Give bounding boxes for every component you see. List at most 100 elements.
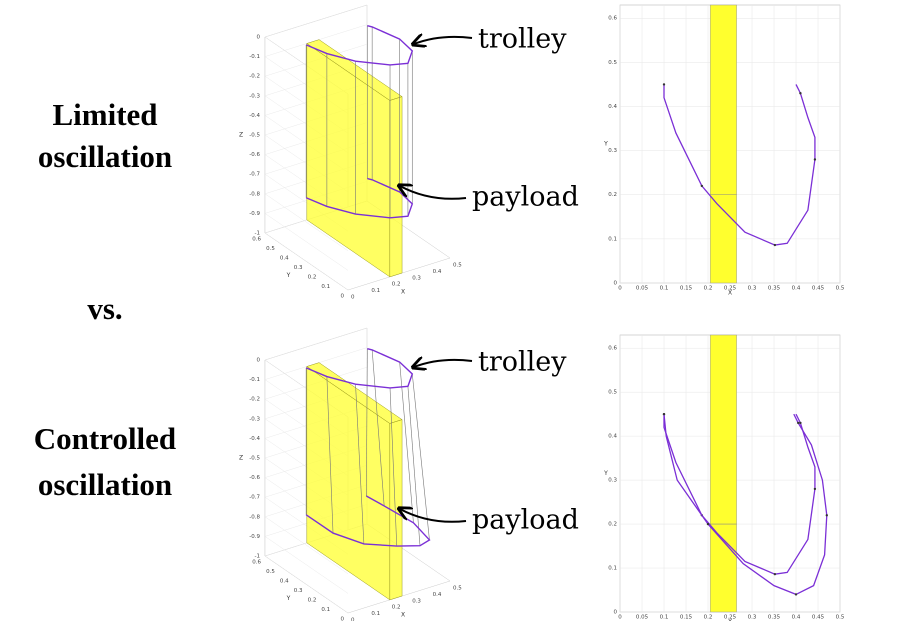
series-line bbox=[663, 413, 816, 575]
z-tick-label: -0.4 bbox=[249, 113, 260, 119]
obstacle-band bbox=[709, 334, 737, 613]
z-tick-label: -0.6 bbox=[249, 152, 260, 158]
point bbox=[706, 522, 710, 526]
annotation: payload bbox=[472, 505, 579, 536]
annotation: trolley bbox=[478, 347, 567, 378]
y-tick-label: 0.5 bbox=[266, 569, 275, 575]
x-axis-label: X bbox=[728, 290, 732, 297]
y-tick-label: 0.6 bbox=[252, 560, 261, 566]
cable bbox=[411, 373, 430, 540]
z-tick-label: -0.1 bbox=[249, 54, 260, 60]
row-label: Limited bbox=[52, 97, 157, 132]
annotation: trolley bbox=[478, 24, 567, 55]
y-tick-label: 0.1 bbox=[608, 236, 617, 242]
point bbox=[773, 572, 777, 576]
cable bbox=[407, 386, 421, 546]
z-tick-label: -0.9 bbox=[249, 534, 260, 540]
cable bbox=[371, 349, 385, 506]
x-tick-label: 0.15 bbox=[680, 615, 693, 621]
obstacle-band bbox=[709, 4, 737, 284]
x-tick-label: 0.25 bbox=[724, 615, 737, 621]
y-tick-label: 0.6 bbox=[608, 346, 617, 352]
y-tick-label: 0.1 bbox=[608, 566, 617, 572]
y-tick-label: 0 bbox=[341, 617, 345, 621]
series-line bbox=[305, 495, 431, 547]
y-axis-label: Y bbox=[286, 272, 291, 279]
y-tick-label: 0.5 bbox=[266, 246, 275, 252]
x-tick-label: 0.35 bbox=[768, 615, 781, 621]
x-tick-label: 0.2 bbox=[704, 286, 713, 292]
y-tick-label: 0.4 bbox=[280, 579, 289, 585]
point bbox=[813, 158, 817, 161]
z-tick-label: -0.9 bbox=[249, 211, 260, 217]
z-tick-label: -0.6 bbox=[249, 475, 260, 481]
x-tick-label: 0.3 bbox=[412, 275, 421, 281]
x-tick-label: 0.3 bbox=[748, 615, 757, 621]
z-tick-label: -0.2 bbox=[249, 397, 260, 403]
point bbox=[813, 487, 817, 491]
series-line bbox=[663, 84, 816, 246]
x-axis-label: X bbox=[401, 289, 405, 296]
point bbox=[662, 83, 666, 86]
x-tick-label: 0 bbox=[351, 618, 355, 621]
z-tick-label: -0.1 bbox=[249, 377, 260, 383]
x-tick-label: 0.15 bbox=[680, 286, 693, 292]
x-tick-label: 0.4 bbox=[792, 286, 801, 292]
y-tick-label: 0.3 bbox=[294, 265, 303, 271]
z-tick-label: -0.3 bbox=[249, 416, 260, 422]
x-tick-label: 0.1 bbox=[660, 286, 669, 292]
y-tick-label: 0.4 bbox=[608, 104, 617, 110]
y-axis-label: Y bbox=[603, 470, 608, 477]
z-tick-label: -0.4 bbox=[249, 436, 260, 442]
y-tick-label: 0.3 bbox=[294, 588, 303, 594]
point bbox=[825, 514, 828, 517]
z-tick-label: 0 bbox=[257, 358, 261, 364]
annotation-arrow bbox=[414, 360, 473, 367]
annotation-arrow bbox=[400, 509, 467, 523]
point bbox=[700, 184, 704, 188]
point bbox=[773, 243, 777, 247]
vs-label: vs. bbox=[87, 291, 122, 326]
y-tick-label: 0.2 bbox=[608, 192, 617, 198]
z-tick-label: -1 bbox=[255, 554, 260, 560]
x-tick-label: 0.5 bbox=[453, 263, 462, 269]
x-tick-label: 0.2 bbox=[392, 282, 401, 288]
x-tick-label: 0.3 bbox=[748, 286, 757, 292]
x-tick-label: 0.45 bbox=[812, 286, 825, 292]
x-tick-label: 0.1 bbox=[371, 288, 380, 294]
y-tick-label: 0.1 bbox=[321, 607, 330, 613]
cable bbox=[355, 384, 365, 544]
z-tick-label: -1 bbox=[255, 231, 260, 237]
series-line bbox=[305, 24, 414, 66]
cable bbox=[399, 362, 414, 523]
y-tick-label: 0 bbox=[341, 294, 345, 300]
x-tick-label: 0.05 bbox=[636, 286, 649, 292]
z-tick-label: -0.2 bbox=[249, 74, 260, 80]
y-tick-label: 0.6 bbox=[252, 237, 261, 243]
x-tick-label: 0 bbox=[351, 295, 355, 301]
x-tick-label: 0.5 bbox=[453, 586, 462, 592]
cable bbox=[326, 376, 334, 534]
x-tick-label: 0.35 bbox=[768, 286, 781, 292]
point bbox=[794, 593, 798, 596]
y-tick-label: 0.2 bbox=[608, 522, 617, 528]
series-line bbox=[663, 413, 828, 596]
x-tick-label: 0.5 bbox=[836, 286, 845, 292]
y-tick-label: 0.4 bbox=[608, 434, 617, 440]
z-tick-label: 0 bbox=[257, 35, 261, 41]
point bbox=[797, 421, 800, 425]
series-line bbox=[305, 177, 414, 219]
y-tick-label: 0 bbox=[614, 281, 618, 287]
x-tick-label: 0.45 bbox=[812, 615, 825, 621]
y-axis-label: Y bbox=[603, 141, 608, 148]
z-tick-label: -0.5 bbox=[249, 133, 260, 139]
z-axis-label: Z bbox=[239, 132, 243, 139]
point bbox=[662, 412, 666, 416]
row-label: Controlled bbox=[34, 421, 176, 456]
row-label: oscillation bbox=[38, 467, 172, 502]
z-tick-label: -0.8 bbox=[249, 514, 260, 520]
z-tick-label: -0.3 bbox=[249, 93, 260, 99]
y-tick-label: 0.2 bbox=[308, 598, 317, 604]
x-tick-label: 0.1 bbox=[371, 611, 380, 617]
